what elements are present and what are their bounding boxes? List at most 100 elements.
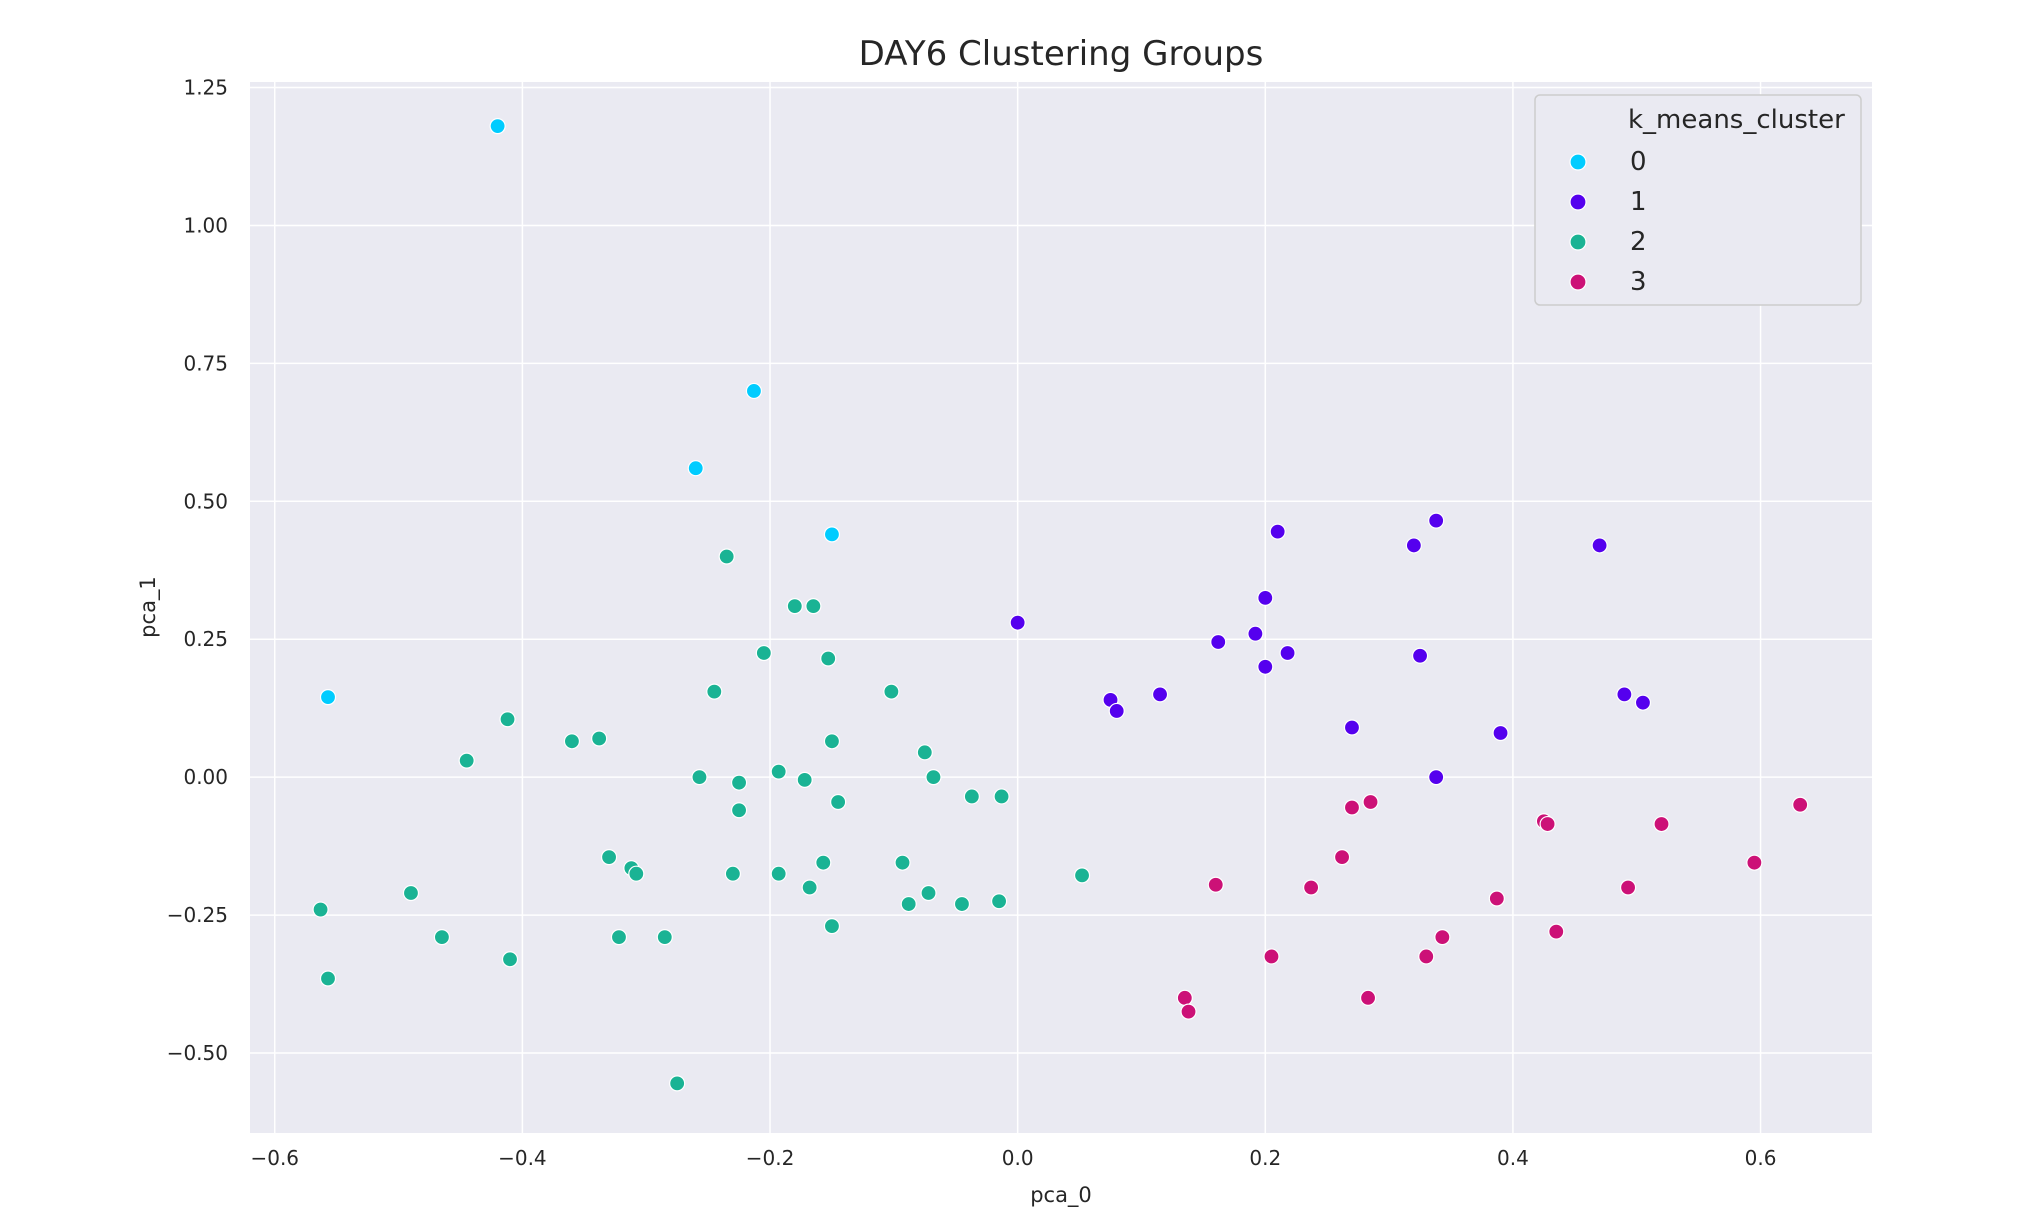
- data-point: [925, 769, 942, 786]
- y-tick-label: −0.50: [167, 1041, 228, 1065]
- legend-marker: [1569, 273, 1587, 291]
- data-point: [1488, 890, 1505, 907]
- legend-marker: [1569, 233, 1587, 251]
- data-point: [1343, 799, 1361, 816]
- data-point: [963, 788, 980, 805]
- data-point: [669, 1075, 686, 1092]
- data-point: [883, 683, 900, 700]
- y-tick-label: 1.00: [183, 213, 228, 237]
- data-point: [1210, 633, 1227, 651]
- x-tick-label: 0.6: [1745, 1146, 1777, 1170]
- data-point: [563, 733, 581, 750]
- data-point: [687, 460, 704, 477]
- data-point: [312, 901, 329, 918]
- data-point: [1073, 867, 1091, 884]
- data-point: [823, 526, 841, 543]
- data-point: [1418, 948, 1435, 965]
- data-point: [894, 854, 911, 871]
- data-point: [916, 744, 933, 761]
- data-point: [706, 683, 723, 700]
- data-point: [801, 879, 818, 896]
- data-point: [993, 788, 1010, 805]
- data-point: [501, 951, 519, 968]
- legend-items: 0 1 2 3: [1569, 147, 1647, 297]
- data-point: [1180, 1003, 1197, 1020]
- legend: k_means_cluster 0 1 2 3: [1534, 94, 1862, 306]
- data-point: [900, 895, 917, 913]
- data-point: [1428, 769, 1445, 786]
- data-point: [1151, 686, 1169, 703]
- data-point: [786, 598, 803, 615]
- legend-box: [1534, 94, 1862, 306]
- x-axis-label: pca_0: [1030, 1183, 1092, 1208]
- data-point: [691, 769, 708, 786]
- data-point: [953, 895, 971, 913]
- data-points: [312, 118, 1809, 1092]
- data-point: [1591, 537, 1608, 554]
- data-point: [990, 893, 1008, 910]
- data-point: [458, 752, 475, 769]
- data-point: [830, 793, 847, 811]
- data-point: [1257, 658, 1274, 675]
- data-point: [1207, 876, 1224, 893]
- data-point: [1359, 989, 1377, 1006]
- y-tick-label: 0.25: [183, 627, 228, 651]
- data-point: [805, 598, 822, 615]
- data-point: [796, 771, 813, 789]
- data-point: [823, 733, 841, 750]
- data-point: [1746, 854, 1763, 871]
- data-point: [1362, 793, 1379, 811]
- data-point: [1411, 647, 1429, 664]
- legend-marker: [1569, 153, 1587, 171]
- y-tick-label: 0.50: [183, 489, 228, 513]
- data-point: [1247, 625, 1264, 642]
- data-point: [1653, 815, 1670, 833]
- chart-title: DAY6 Clustering Groups: [859, 34, 1264, 74]
- legend-title: k_means_cluster: [1628, 105, 1845, 135]
- legend-marker: [1569, 193, 1587, 211]
- y-tick-label: 0.75: [183, 351, 228, 375]
- data-point: [1792, 796, 1809, 813]
- data-point: [745, 382, 763, 400]
- data-point: [730, 774, 748, 791]
- data-point: [1619, 879, 1637, 896]
- data-point: [1176, 989, 1193, 1006]
- x-tick-label: −0.2: [746, 1146, 795, 1170]
- data-point: [628, 865, 645, 882]
- x-tick-label: 0.0: [1002, 1146, 1034, 1170]
- data-point: [499, 711, 516, 728]
- data-point: [823, 918, 841, 935]
- y-axis-label: pca_1: [136, 576, 161, 638]
- y-tick-label: 0.00: [183, 765, 228, 789]
- data-point: [1548, 923, 1565, 940]
- data-point: [1108, 702, 1125, 720]
- y-tick-label: −0.25: [167, 903, 228, 927]
- data-point: [319, 970, 337, 987]
- data-point: [610, 929, 628, 946]
- data-point: [402, 884, 420, 902]
- axis-ticks: −0.6 −0.4 −0.2 0.0 0.2 0.4 0.6 1.25 1.00 0.75 0.50…: [167, 76, 1777, 1170]
- data-point: [1263, 948, 1280, 965]
- data-point: [1343, 719, 1361, 736]
- x-tick-label: 0.4: [1497, 1146, 1529, 1170]
- data-point: [718, 548, 735, 565]
- data-point: [1333, 849, 1351, 866]
- legend-label: 1: [1630, 187, 1647, 217]
- legend-label: 0: [1630, 147, 1647, 177]
- data-point: [1257, 589, 1274, 606]
- x-tick-label: −0.4: [498, 1146, 547, 1170]
- data-point: [591, 730, 608, 747]
- data-point: [1279, 644, 1296, 662]
- data-point: [1428, 512, 1445, 529]
- data-point: [770, 763, 787, 780]
- grid-lines: [250, 82, 1872, 1133]
- data-point: [1303, 879, 1320, 896]
- data-point: [1539, 815, 1556, 833]
- legend-label: 2: [1630, 227, 1647, 257]
- x-tick-label: 0.2: [1249, 1146, 1281, 1170]
- data-point: [724, 865, 741, 882]
- data-point: [820, 650, 837, 667]
- legend-label: 3: [1630, 267, 1647, 297]
- data-point: [815, 854, 832, 871]
